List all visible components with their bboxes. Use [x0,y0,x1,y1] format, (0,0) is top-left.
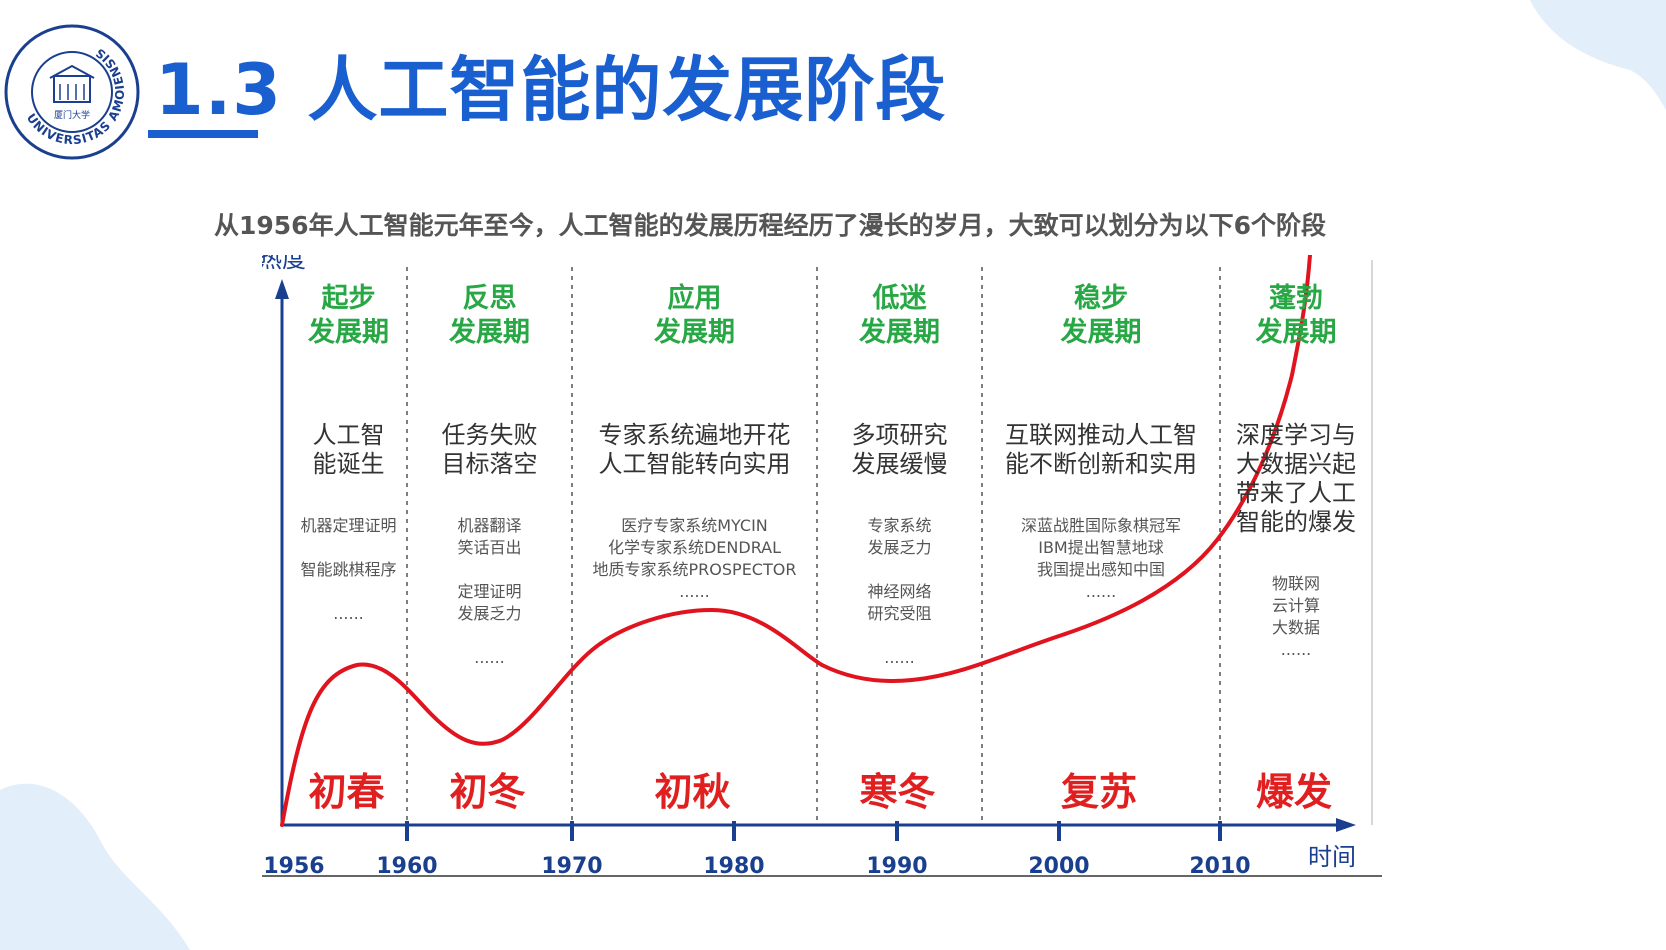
year-label: 1970 [541,854,602,879]
slide-title: 1.3 人工智能的发展阶段 [155,49,947,131]
phase-detail: ...... [884,648,915,667]
title-underline [148,130,258,138]
year-label: 2010 [1189,854,1250,879]
season-label: 初冬 [449,770,525,814]
phase-title: 发展期 [1255,316,1337,348]
phase-detail: 化学专家系统DENDRAL [608,538,781,557]
phase-detail: 专家系统 [867,516,931,535]
phase-headline: 能诞生 [313,450,385,478]
phase-detail: 深蓝战胜国际象棋冠军 [1021,516,1181,535]
y-axis-arrow [275,279,289,299]
phase-detail: 发展乏力 [867,538,931,557]
ai-development-stages-diagram: 1956 1960 1970 1980 1990 2000 2010热度时间起步发展期人工智… [262,255,1382,879]
phase-title: 发展期 [307,316,389,348]
phase-title: 低迷 [872,283,928,314]
season-label: 复苏 [1061,770,1137,814]
phase-title: 应用 [668,282,722,314]
x-axis-label: 时间 [1308,843,1356,871]
phase-detail: 发展乏力 [457,604,521,623]
decor-blob-bottom-left [0,783,190,950]
phase-title: 发展期 [858,316,940,348]
season-label: 寒冬 [859,770,935,814]
phase-headline: 任务失败 [442,421,538,449]
phase-detail: 神经网络 [867,582,931,601]
phase-title: 反思 [463,283,517,314]
university-seal-logo: UNIVERSITAS AMOIENSIS 厦门大学 [4,24,140,160]
phase-headline: 专家系统遍地开花 [599,421,791,449]
phase-title: 发展期 [1060,316,1142,348]
phase-headline: 深度学习与 [1236,421,1356,449]
phase-headline: 多项研究 [852,421,948,449]
phase-detail: 研究受阻 [867,604,931,623]
y-axis-label: 热度 [262,255,306,273]
phase-detail: 笑话百出 [457,538,521,557]
phase-detail: ...... [679,582,710,601]
season-label: 初春 [308,770,384,814]
phase-title: 稳步 [1074,282,1128,314]
phase-detail: 物联网 [1272,574,1320,593]
phase-title: 发展期 [653,316,735,348]
phase-headline: 智能的爆发 [1236,508,1356,536]
season-label: 初秋 [654,770,730,814]
year-label: 1980 [703,854,764,879]
decor-blob-top-right [1530,0,1666,110]
phase-detail: ...... [333,604,364,623]
phase-headline: 目标落空 [442,450,538,478]
phase-detail: ...... [1086,582,1117,601]
phase-detail: 机器翻译 [457,516,521,535]
phase-headline: 能不断创新和实用 [1005,450,1197,478]
phase-detail: 医疗专家系统MYCIN [621,516,768,535]
phase-headline: 互联网推动人工智 [1005,421,1197,449]
phase-detail: 我国提出感知中国 [1037,560,1165,579]
seal-inner-text: 厦门大学 [54,109,90,121]
phase-headline: 带来了人工 [1236,479,1356,507]
slide-subtitle: 从1956年人工智能元年至今，人工智能的发展历程经历了漫长的岁月，大致可以划分为… [214,211,1326,240]
season-label: 爆发 [1256,770,1332,814]
phase-detail: 机器定理证明 [300,516,396,535]
year-label: 1956 [263,854,324,879]
year-label: 1960 [376,854,437,879]
phase-title: 发展期 [448,316,530,348]
phase-detail: 定理证明 [457,582,521,601]
phase-detail: 大数据 [1272,618,1320,637]
x-axis-arrow [1336,818,1356,832]
popularity-curve [280,255,1312,827]
phase-title: 起步 [322,283,376,314]
phase-detail: 智能跳棋程序 [300,560,396,579]
year-label: 1990 [866,854,927,879]
phase-headline: 发展缓慢 [852,450,948,478]
phase-title: 蓬勃 [1269,283,1323,314]
year-label: 2000 [1028,854,1089,879]
phase-headline: 人工智能转向实用 [599,450,791,478]
phase-detail: 地质专家系统PROSPECTOR [593,560,797,579]
phase-headline: 大数据兴起 [1236,450,1356,478]
phase-detail: IBM提出智慧地球 [1038,538,1164,557]
phase-headline: 人工智 [313,421,385,449]
phase-detail: 云计算 [1272,596,1320,615]
phase-detail: ...... [474,648,505,667]
phase-detail: ...... [1281,640,1312,659]
